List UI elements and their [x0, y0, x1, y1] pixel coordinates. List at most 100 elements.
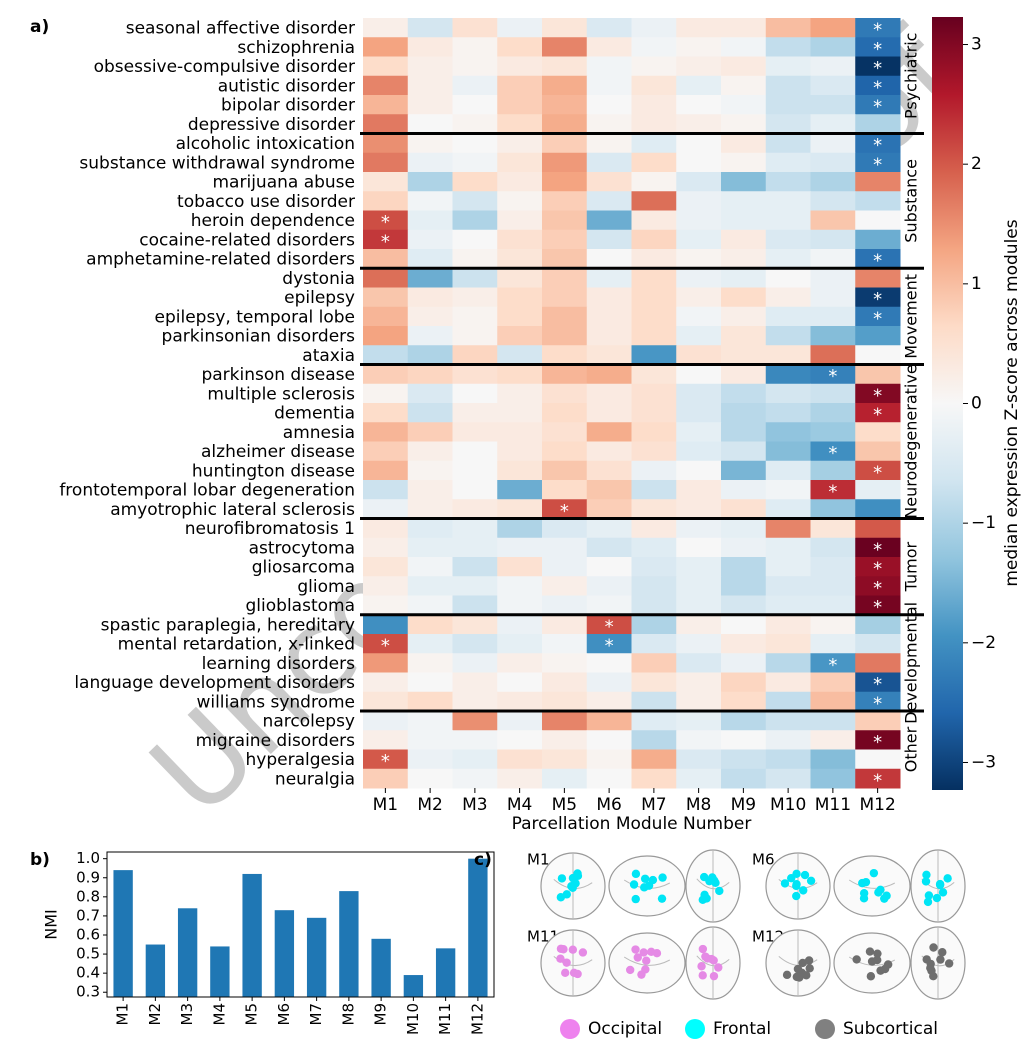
heatmap-cell — [811, 326, 856, 346]
region-dot — [574, 872, 582, 880]
heatmap-cell — [497, 288, 542, 308]
group-label: Other — [902, 726, 921, 772]
heatmap-cell — [811, 711, 856, 731]
heatmap-cell — [587, 57, 632, 77]
heatmap-cell — [497, 673, 542, 693]
heatmap-cell — [497, 18, 542, 38]
heatmap-cell — [721, 384, 766, 404]
bar — [436, 948, 455, 997]
heatmap-cell — [408, 557, 453, 577]
heatmap-cell — [676, 18, 721, 38]
heatmap-cell — [632, 345, 677, 365]
region-dot — [711, 879, 719, 887]
heatmap-cell — [811, 596, 856, 616]
region-dot — [852, 955, 860, 963]
y-axis-label: NMI — [42, 909, 61, 940]
heatmap-cell — [408, 211, 453, 231]
heatmap-cell — [632, 95, 677, 115]
heatmap-cell — [587, 384, 632, 404]
row-label: alcoholic intoxication — [176, 134, 355, 154]
bar — [371, 939, 390, 997]
region-dot — [649, 876, 657, 884]
heatmap-cell — [497, 153, 542, 173]
x-tick-label: M5 — [243, 1003, 261, 1026]
x-tick-label: M11 — [436, 1003, 454, 1035]
heatmap-cell — [811, 307, 856, 327]
heatmap-cell — [453, 519, 498, 539]
heatmap-cell — [632, 769, 677, 789]
region-dot — [792, 892, 800, 900]
heatmap-cell — [408, 134, 453, 154]
significance-marker: * — [873, 39, 882, 60]
region-dot — [798, 969, 806, 977]
heatmap-cell — [453, 557, 498, 577]
heatmap-cell — [811, 172, 856, 192]
heatmap-cell — [453, 211, 498, 231]
heatmap-cell — [587, 576, 632, 596]
x-tick-label: M2 — [417, 795, 442, 815]
heatmap-cell — [542, 307, 587, 327]
region-dot — [647, 948, 655, 956]
heatmap-cell — [721, 769, 766, 789]
heatmap-cell — [766, 576, 811, 596]
heatmap-cell — [766, 134, 811, 154]
significance-marker: * — [873, 97, 882, 118]
significance-marker: * — [873, 539, 882, 560]
heatmap-cell — [453, 403, 498, 423]
heatmap-cell — [676, 384, 721, 404]
legend-swatch — [560, 1019, 580, 1039]
heatmap-cell — [542, 692, 587, 712]
significance-marker: * — [873, 674, 882, 695]
heatmap-cell — [453, 268, 498, 288]
heatmap-cell — [676, 538, 721, 558]
bar — [404, 975, 423, 997]
heatmap-cell — [855, 191, 900, 211]
heatmap-cell — [632, 153, 677, 173]
heatmap-cell — [632, 172, 677, 192]
heatmap-cell — [408, 615, 453, 635]
heatmap-cell — [542, 114, 587, 134]
heatmap-cell — [766, 288, 811, 308]
heatmap-cell — [497, 730, 542, 750]
colorbar-tick-label: −3 — [971, 752, 996, 772]
heatmap-cell — [676, 153, 721, 173]
significance-marker: * — [828, 443, 837, 464]
heatmap-cell — [811, 268, 856, 288]
heatmap-cell — [721, 692, 766, 712]
colorbar-tick-label: −2 — [971, 633, 996, 653]
x-tick-label: M5 — [552, 795, 577, 815]
heatmap-cell — [587, 442, 632, 462]
heatmap-cell — [721, 172, 766, 192]
heatmap-cell — [676, 288, 721, 308]
heatmap-cell — [408, 153, 453, 173]
heatmap-cell — [497, 615, 542, 635]
heatmap-cell — [632, 519, 677, 539]
heatmap-cell — [766, 769, 811, 789]
row-label: epilepsy — [284, 288, 355, 308]
x-tick-label: M6 — [275, 1003, 293, 1026]
heatmap-cell — [453, 422, 498, 442]
region-dot — [860, 894, 868, 902]
region-dot — [702, 894, 710, 902]
bar — [339, 891, 358, 997]
heatmap-cell — [587, 18, 632, 38]
heatmap-cell — [363, 673, 408, 693]
x-tick-label: M8 — [686, 795, 711, 815]
heatmap-cell — [632, 442, 677, 462]
heatmap-cell — [453, 345, 498, 365]
heatmap-cell — [676, 422, 721, 442]
heatmap-cell — [721, 461, 766, 481]
x-tick-label: M7 — [641, 795, 666, 815]
heatmap-cell — [855, 634, 900, 654]
heatmap-cell — [721, 557, 766, 577]
heatmap-cell — [453, 673, 498, 693]
heatmap-cell — [721, 211, 766, 231]
row-label: williams syndrome — [196, 692, 355, 712]
heatmap-cell — [632, 307, 677, 327]
heatmap-cell — [408, 57, 453, 77]
region-dot — [923, 955, 931, 963]
heatmap-cell — [542, 172, 587, 192]
group-label: Psychiatric — [902, 33, 921, 119]
heatmap-cell — [363, 538, 408, 558]
heatmap-cell — [542, 57, 587, 77]
